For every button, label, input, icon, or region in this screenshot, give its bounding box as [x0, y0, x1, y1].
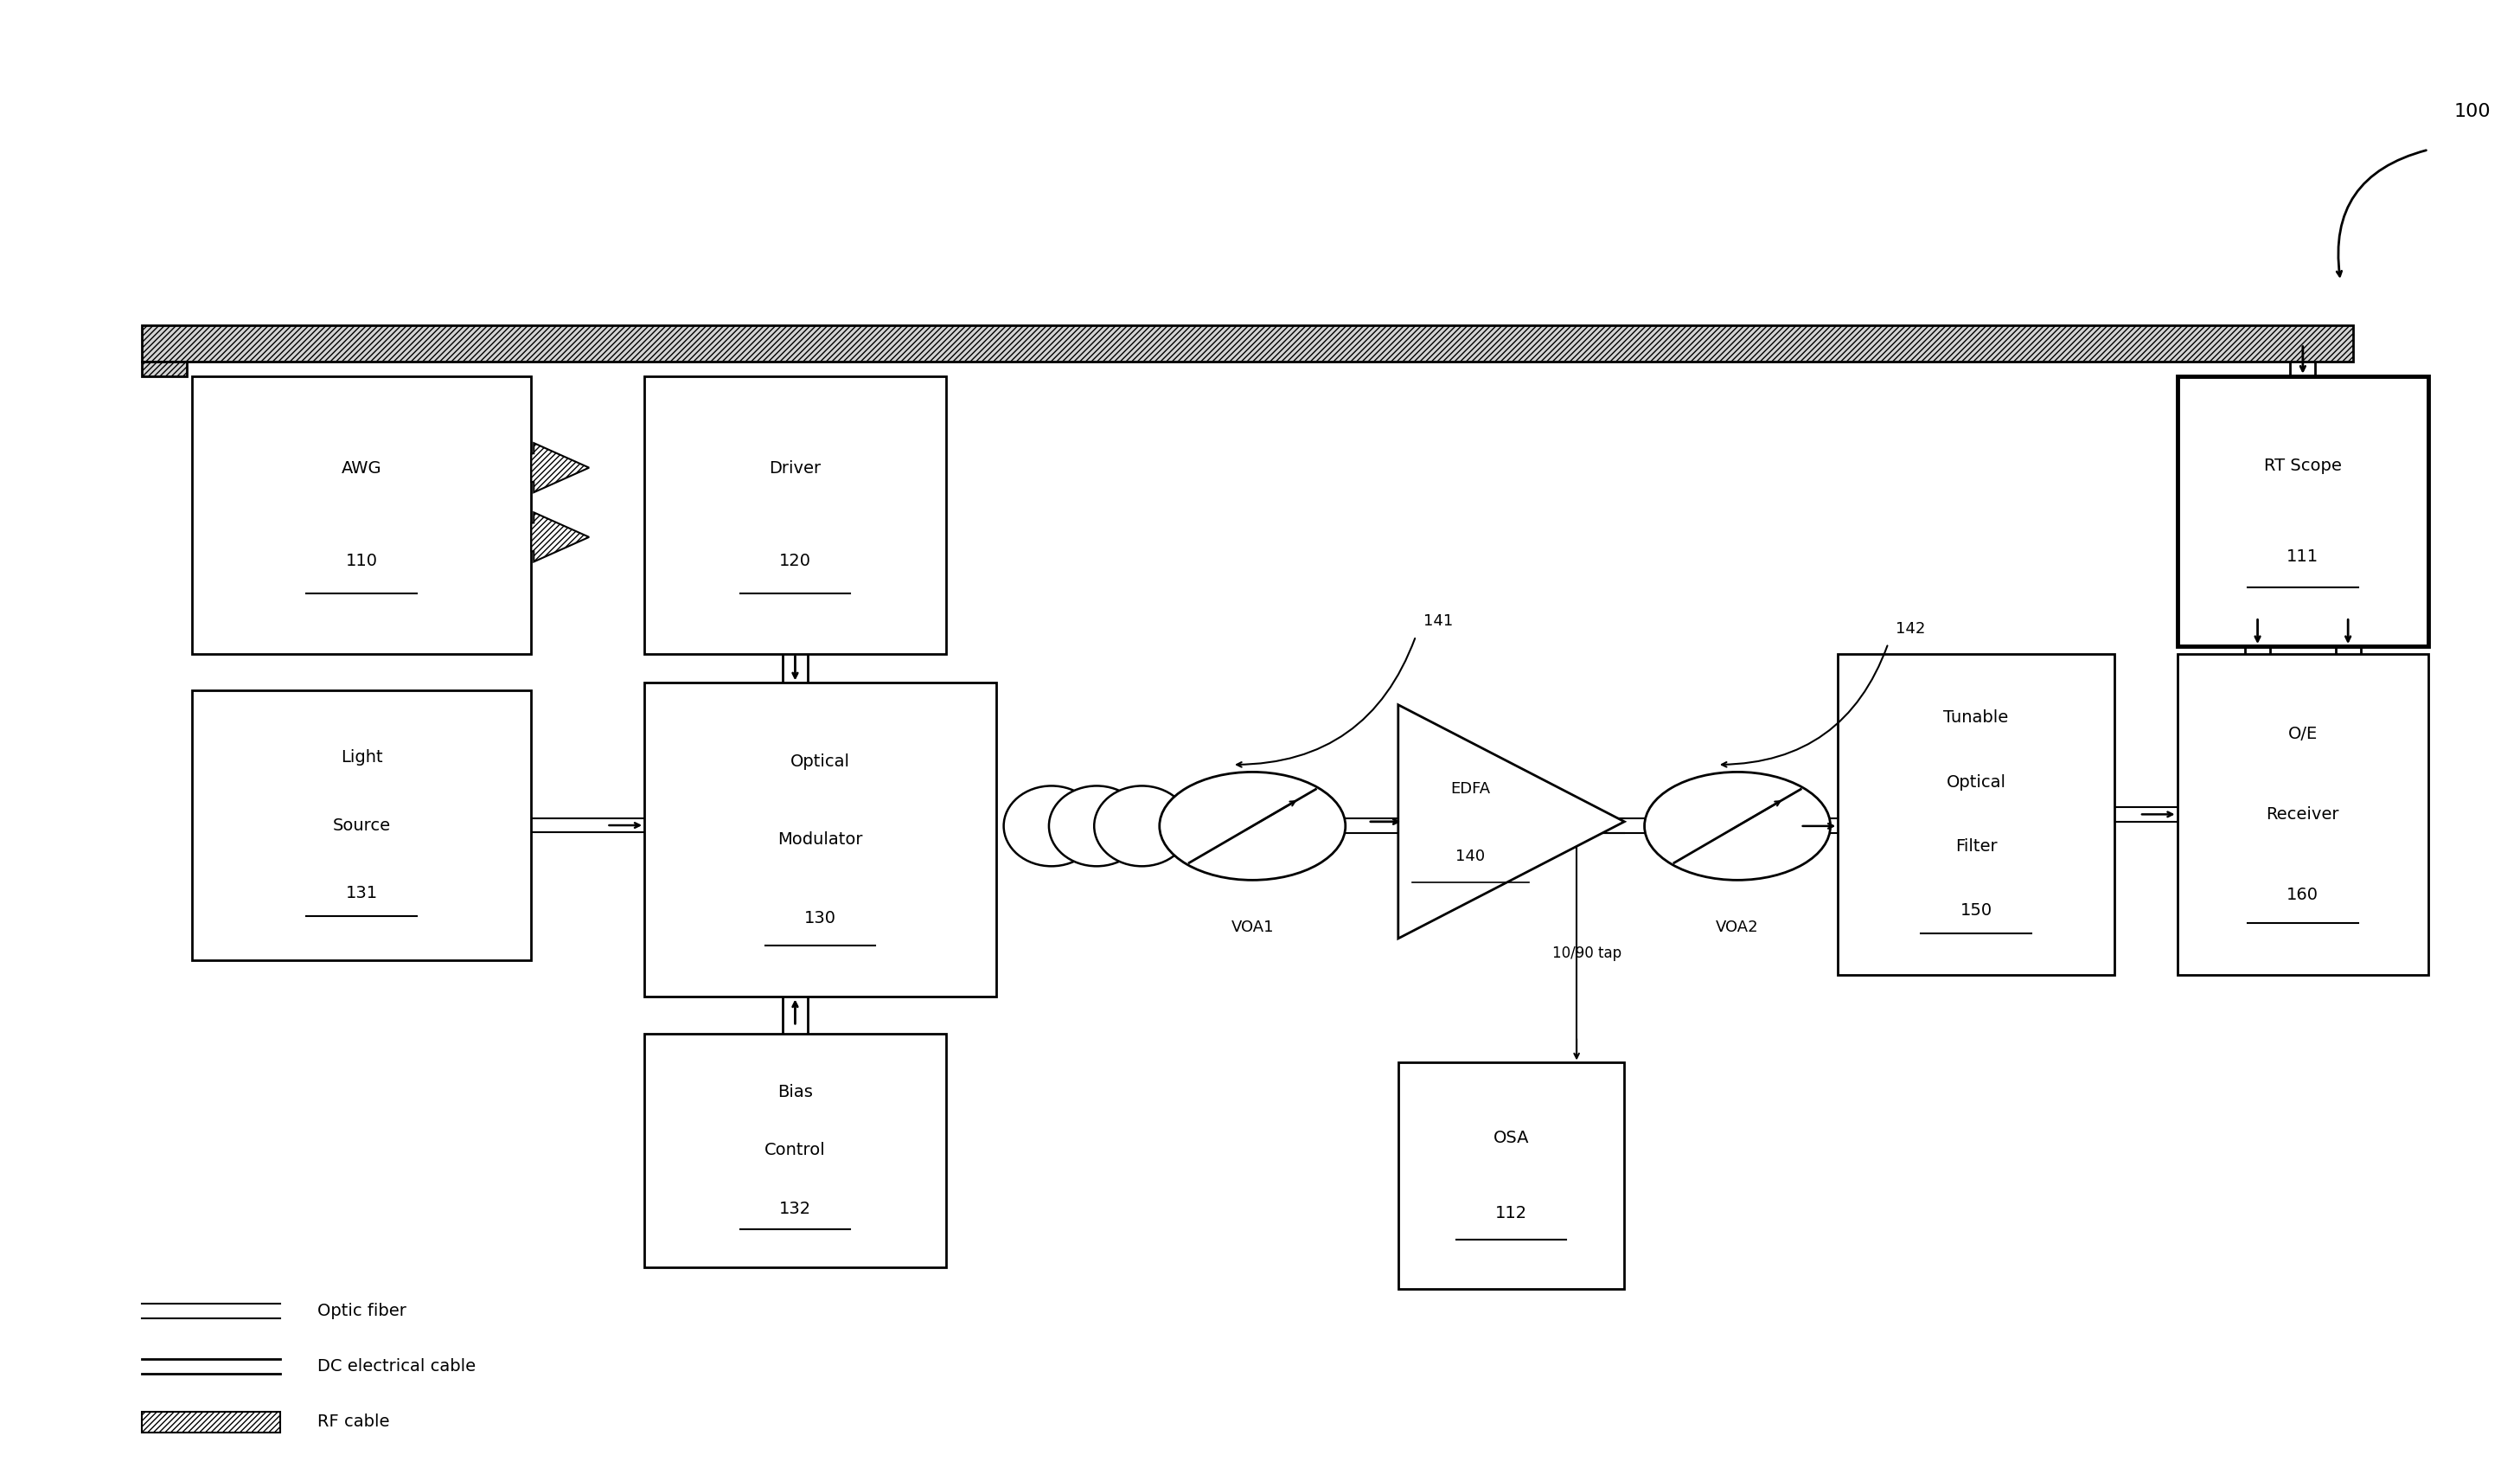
Text: Control: Control: [764, 1142, 827, 1158]
Text: VOA2: VOA2: [1716, 919, 1759, 935]
Text: Optical: Optical: [791, 753, 849, 769]
Text: 120: 120: [779, 553, 811, 570]
Text: 131: 131: [345, 885, 378, 901]
FancyArrow shape: [532, 443, 590, 492]
Text: 142: 142: [1895, 621, 1925, 637]
Circle shape: [1159, 772, 1346, 881]
Bar: [192, 690, 532, 960]
Bar: [192, 376, 532, 653]
Text: Light: Light: [340, 750, 383, 766]
Text: Source: Source: [333, 818, 391, 834]
Text: 132: 132: [779, 1201, 811, 1217]
Text: Tunable: Tunable: [1943, 709, 2008, 727]
Text: AWG: AWG: [343, 461, 383, 477]
Text: EDFA: EDFA: [1452, 781, 1489, 797]
Text: 112: 112: [1494, 1205, 1527, 1221]
Text: DC electrical cable: DC electrical cable: [318, 1358, 476, 1374]
Bar: [1399, 1063, 1625, 1289]
Bar: [645, 1033, 945, 1267]
Text: Receiver: Receiver: [2265, 806, 2339, 822]
Bar: [2177, 376, 2429, 646]
Text: 141: 141: [1424, 614, 1454, 630]
Bar: [141, 324, 2354, 361]
Text: Optical: Optical: [1945, 774, 2006, 790]
Text: 10/90 tap: 10/90 tap: [1552, 945, 1620, 962]
Text: 140: 140: [1457, 849, 1484, 865]
Ellipse shape: [1003, 785, 1099, 866]
Text: 130: 130: [804, 910, 837, 926]
Text: OSA: OSA: [1494, 1130, 1530, 1147]
Text: 100: 100: [2454, 103, 2490, 120]
Bar: [2177, 653, 2429, 975]
Text: RF cable: RF cable: [318, 1414, 391, 1430]
Text: Driver: Driver: [769, 461, 822, 477]
Ellipse shape: [1048, 785, 1144, 866]
Bar: [141, 361, 186, 376]
Text: O/E: O/E: [2288, 725, 2318, 743]
Text: VOA1: VOA1: [1232, 919, 1275, 935]
Text: 150: 150: [1961, 903, 1993, 919]
Text: 160: 160: [2286, 887, 2318, 903]
Circle shape: [1646, 772, 1830, 881]
Text: Bias: Bias: [779, 1083, 814, 1100]
Ellipse shape: [1094, 785, 1189, 866]
Text: RT Scope: RT Scope: [2263, 458, 2341, 474]
Text: Optic fiber: Optic fiber: [318, 1302, 406, 1320]
Text: Filter: Filter: [1956, 838, 1998, 854]
Text: Modulator: Modulator: [779, 832, 862, 849]
FancyArrow shape: [532, 512, 590, 562]
Text: 111: 111: [2286, 548, 2318, 565]
Polygon shape: [1399, 705, 1625, 938]
Bar: [645, 376, 945, 653]
FancyArrow shape: [141, 1412, 280, 1433]
Text: 110: 110: [345, 553, 378, 570]
Bar: [645, 683, 995, 997]
Bar: [1837, 653, 2114, 975]
